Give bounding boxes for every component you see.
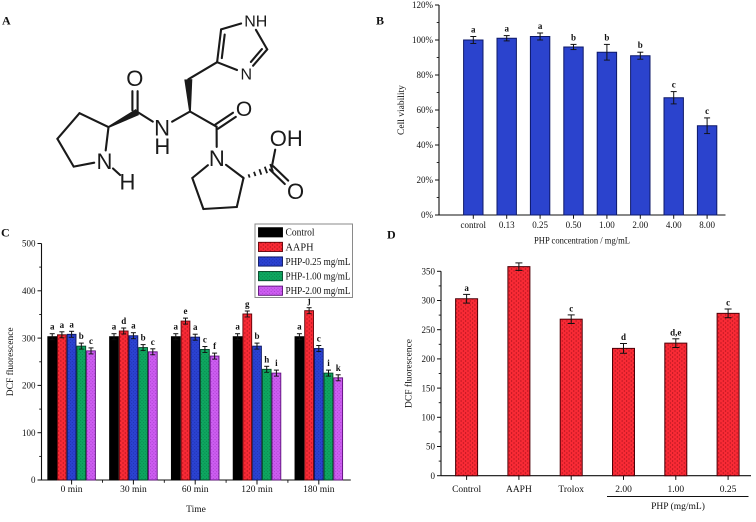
svg-text:250: 250 xyxy=(422,325,436,335)
svg-text:Control: Control xyxy=(452,485,481,495)
svg-text:a: a xyxy=(50,322,55,332)
svg-text:400: 400 xyxy=(22,286,36,296)
svg-text:PHP (mg/mL): PHP (mg/mL) xyxy=(651,501,705,512)
svg-text:200: 200 xyxy=(422,354,436,364)
svg-text:0.13: 0.13 xyxy=(499,220,515,230)
svg-text:c: c xyxy=(569,303,573,313)
svg-text:a: a xyxy=(60,320,65,330)
svg-text:a: a xyxy=(297,322,302,332)
svg-text:B: B xyxy=(376,14,384,28)
svg-text:b: b xyxy=(571,32,576,42)
svg-text:1.00: 1.00 xyxy=(599,220,615,230)
svg-text:0 min: 0 min xyxy=(61,485,83,495)
svg-text:H: H xyxy=(120,170,136,195)
svg-text:a: a xyxy=(112,322,117,332)
svg-text:k: k xyxy=(336,363,341,373)
svg-text:0: 0 xyxy=(431,471,436,481)
svg-text:a: a xyxy=(235,322,240,332)
svg-text:O: O xyxy=(287,179,304,204)
svg-text:b: b xyxy=(141,333,146,343)
svg-text:350: 350 xyxy=(422,267,436,277)
svg-text:D: D xyxy=(387,228,396,242)
svg-text:O: O xyxy=(126,66,143,91)
svg-text:60 min: 60 min xyxy=(182,485,209,495)
svg-text:100: 100 xyxy=(22,428,36,438)
svg-text:120%: 120% xyxy=(412,0,434,10)
svg-text:N: N xyxy=(97,149,113,174)
svg-text:300: 300 xyxy=(422,296,436,306)
svg-text:PHP-2.00 mg/mL: PHP-2.00 mg/mL xyxy=(286,286,351,297)
svg-text:60%: 60% xyxy=(417,105,434,115)
svg-text:a: a xyxy=(538,21,543,31)
svg-text:300: 300 xyxy=(22,333,36,343)
svg-text:a: a xyxy=(193,322,198,332)
svg-text:b: b xyxy=(254,331,259,341)
svg-text:b: b xyxy=(604,32,609,42)
svg-text:0.25: 0.25 xyxy=(720,485,737,495)
svg-text:40%: 40% xyxy=(417,140,434,150)
svg-text:200: 200 xyxy=(22,381,36,391)
svg-text:a: a xyxy=(504,24,509,34)
svg-text:DCF fluorescence: DCF fluorescence xyxy=(5,327,16,396)
svg-text:180 min: 180 min xyxy=(303,485,335,495)
svg-text:d: d xyxy=(621,332,626,342)
svg-text:A: A xyxy=(2,14,11,28)
svg-text:0%: 0% xyxy=(421,210,434,220)
svg-text:e: e xyxy=(184,306,188,316)
svg-text:2.00: 2.00 xyxy=(632,220,648,230)
svg-text:30 min: 30 min xyxy=(120,485,147,495)
svg-text:c: c xyxy=(705,106,709,116)
svg-text:N: N xyxy=(241,67,253,84)
svg-text:c: c xyxy=(203,335,207,345)
svg-text:AAPH: AAPH xyxy=(286,242,315,253)
svg-text:80%: 80% xyxy=(417,70,434,80)
svg-text:OH: OH xyxy=(270,126,303,151)
svg-text:c: c xyxy=(672,80,676,90)
svg-text:a: a xyxy=(131,321,136,331)
svg-text:b: b xyxy=(638,40,643,50)
svg-text:DCF fluorescence: DCF fluorescence xyxy=(404,339,415,408)
svg-text:150: 150 xyxy=(422,383,436,393)
svg-text:50: 50 xyxy=(426,442,436,452)
svg-text:b: b xyxy=(79,331,84,341)
svg-text:g: g xyxy=(245,299,250,309)
svg-text:2.00: 2.00 xyxy=(615,485,632,495)
svg-text:a: a xyxy=(464,283,469,293)
svg-text:a: a xyxy=(69,319,74,329)
svg-text:h: h xyxy=(264,354,269,364)
svg-text:d,e: d,e xyxy=(670,327,681,337)
svg-text:O: O xyxy=(236,98,252,121)
svg-text:c: c xyxy=(89,336,93,346)
svg-text:NH: NH xyxy=(244,14,267,31)
svg-text:N: N xyxy=(209,146,225,171)
svg-text:c: c xyxy=(726,298,730,308)
svg-text:8.00: 8.00 xyxy=(699,220,715,230)
svg-text:20%: 20% xyxy=(417,175,434,185)
svg-text:0.50: 0.50 xyxy=(566,220,582,230)
svg-text:0.25: 0.25 xyxy=(532,220,548,230)
svg-text:a: a xyxy=(174,322,179,332)
svg-text:PHP-1.00 mg/mL: PHP-1.00 mg/mL xyxy=(286,272,351,283)
svg-text:0: 0 xyxy=(31,475,36,485)
svg-text:AAPH: AAPH xyxy=(506,485,532,495)
svg-text:H: H xyxy=(154,134,170,159)
svg-text:c: c xyxy=(317,334,321,344)
svg-text:Trolox: Trolox xyxy=(558,485,584,495)
svg-text:d: d xyxy=(121,316,126,326)
svg-text:1.00: 1.00 xyxy=(667,485,684,495)
svg-text:Time: Time xyxy=(186,505,206,515)
svg-text:C: C xyxy=(1,226,10,240)
svg-text:PHP concentration / mg/mL: PHP concentration / mg/mL xyxy=(534,236,630,246)
svg-text:c: c xyxy=(151,337,155,347)
svg-text:100%: 100% xyxy=(412,35,434,45)
svg-text:4.00: 4.00 xyxy=(666,220,682,230)
svg-text:500: 500 xyxy=(22,239,36,249)
svg-text:Control: Control xyxy=(286,228,315,239)
svg-text:PHP-0.25 mg/mL: PHP-0.25 mg/mL xyxy=(286,257,351,268)
svg-text:100: 100 xyxy=(422,413,436,423)
svg-text:control: control xyxy=(461,220,487,230)
svg-text:Cell viability: Cell viability xyxy=(397,85,407,135)
svg-text:a: a xyxy=(471,25,476,35)
svg-text:120 min: 120 min xyxy=(241,485,273,495)
